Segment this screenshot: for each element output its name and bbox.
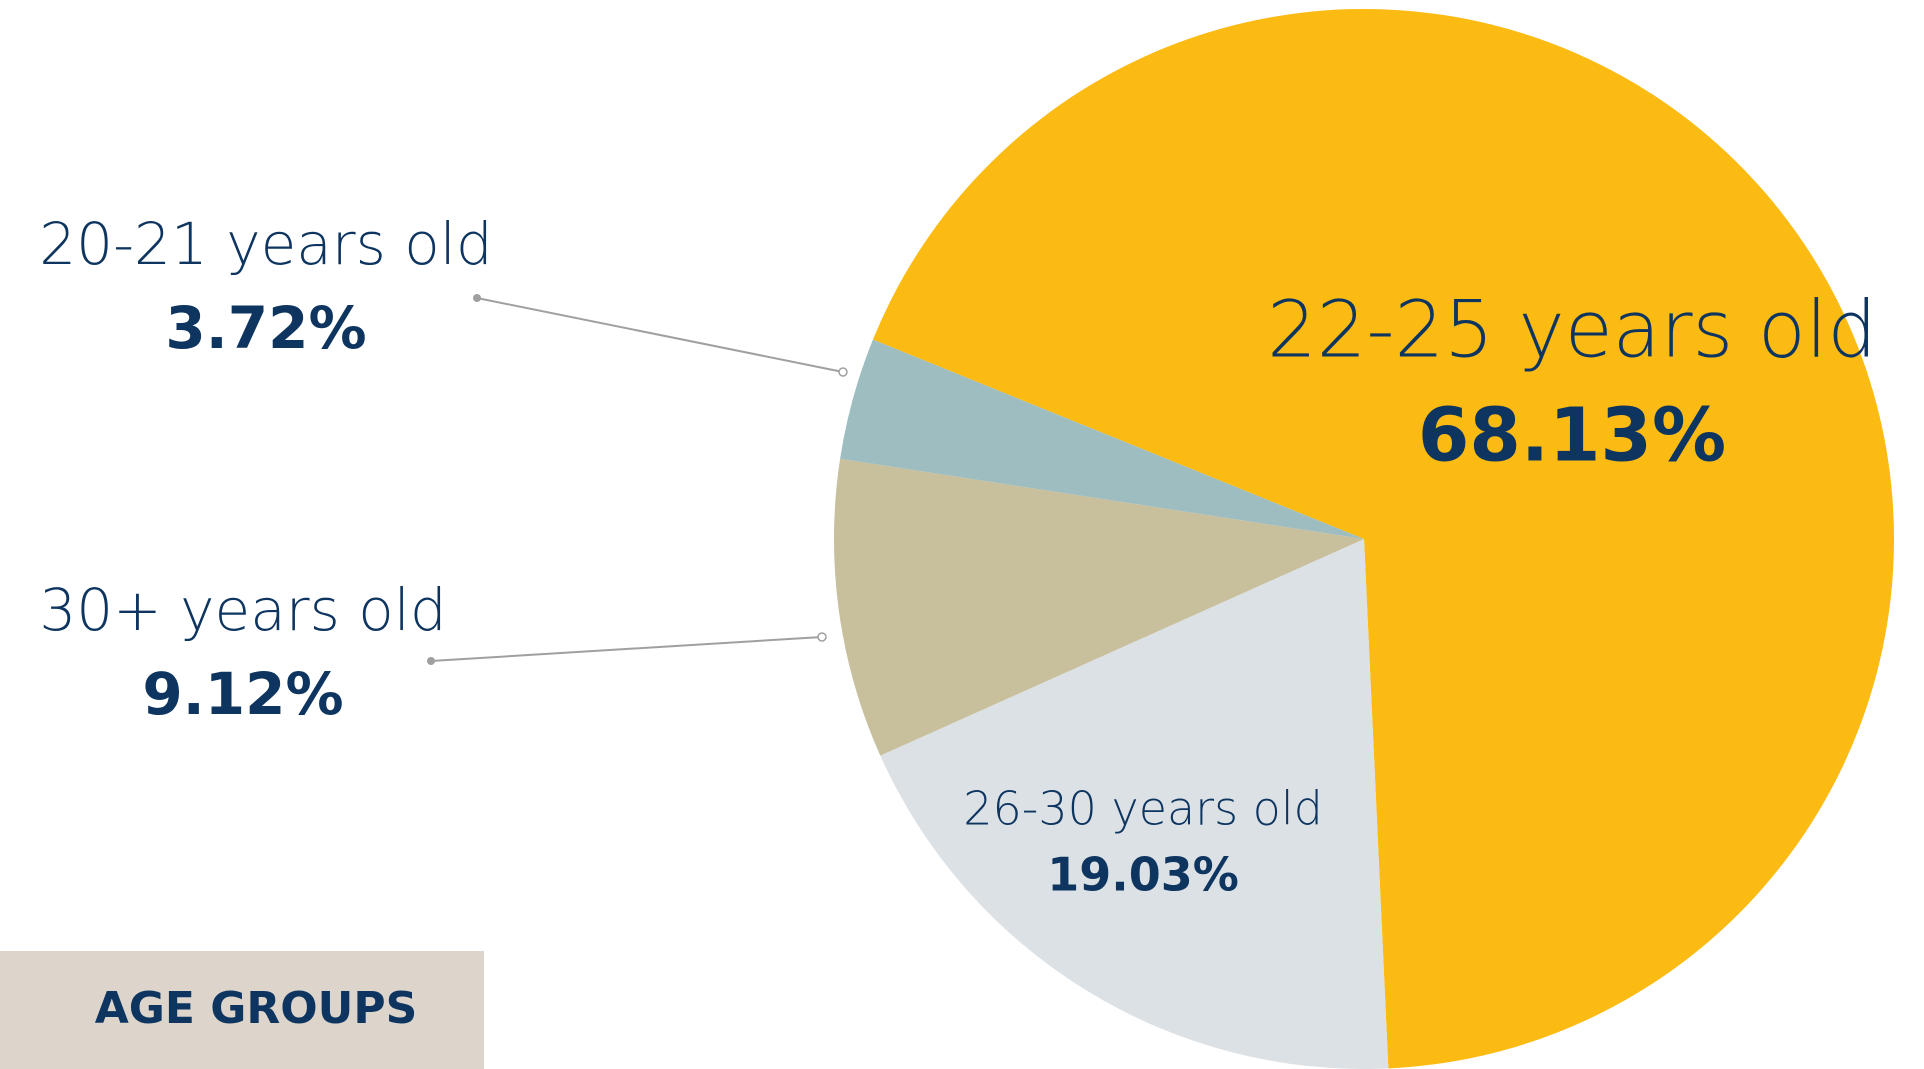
leader-line [476,297,844,373]
slice-label: 30+ years old [39,576,446,644]
slice-label: 20-21 years old [39,210,492,278]
pie-slice [872,9,1895,1069]
title-box [0,951,484,1069]
leader-end [838,367,848,377]
slice-value: 9.12% [142,660,343,728]
slice-value: 19.03% [1047,848,1239,902]
leader-line [430,636,823,662]
slice-label: 26-30 years old [963,782,1323,836]
chart-title: AGE GROUPS [95,983,418,1034]
pie-slice [880,539,1389,1069]
pie-slice [840,339,1364,539]
pie-slice [834,458,1364,756]
slice-value: 68.13% [1418,393,1726,479]
leader-dot [473,294,481,302]
slice-value: 3.72% [165,294,366,362]
leader-end [817,632,827,642]
slice-label: 22-25 years old [1267,286,1877,376]
leader-dot [427,657,435,665]
